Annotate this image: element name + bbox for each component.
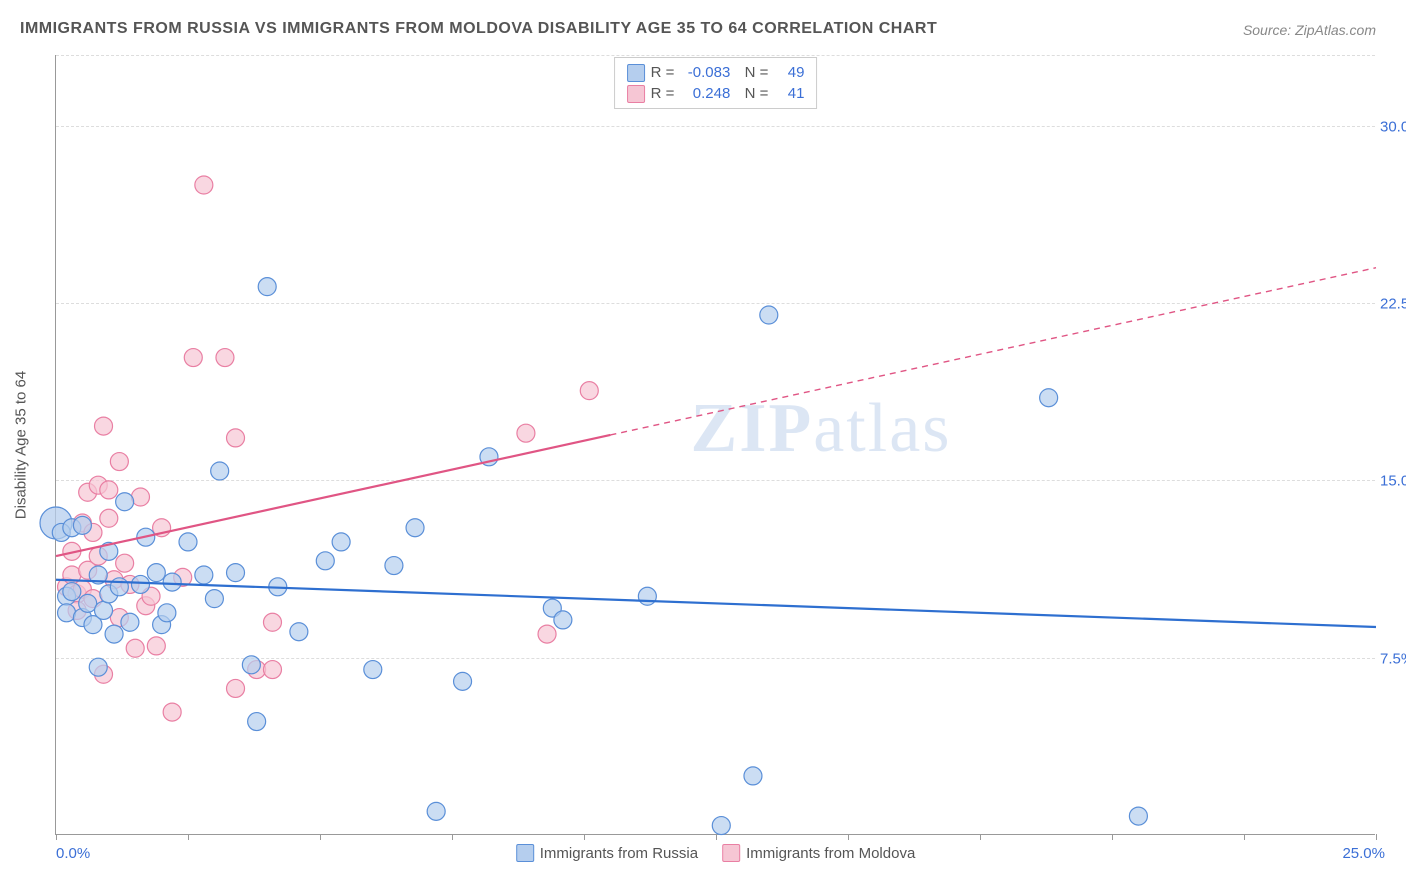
source-attribution: Source: ZipAtlas.com	[1243, 22, 1376, 38]
scatter-point	[184, 349, 202, 367]
stats-r-value: 0.248	[680, 83, 730, 104]
stats-r-label: R =	[651, 83, 675, 104]
x-tick	[848, 834, 849, 840]
x-tick	[452, 834, 453, 840]
scatter-point	[538, 625, 556, 643]
scatter-point	[263, 613, 281, 631]
scatter-point	[63, 583, 81, 601]
x-tick	[980, 834, 981, 840]
scatter-point	[116, 554, 134, 572]
scatter-point	[211, 462, 229, 480]
scatter-point	[316, 552, 334, 570]
trend-line-dashed	[610, 268, 1376, 435]
stats-n-label: N =	[736, 62, 768, 83]
plot-area: Disability Age 35 to 64 7.5%15.0%22.5%30…	[55, 55, 1375, 835]
scatter-point	[95, 601, 113, 619]
scatter-point	[110, 578, 128, 596]
scatter-point	[105, 625, 123, 643]
scatter-point	[517, 424, 535, 442]
scatter-point	[1129, 807, 1147, 825]
scatter-point	[227, 679, 245, 697]
scatter-point	[364, 661, 382, 679]
legend-swatch	[516, 844, 534, 862]
x-tick	[716, 834, 717, 840]
scatter-point	[385, 557, 403, 575]
x-tick	[188, 834, 189, 840]
scatter-point	[454, 672, 472, 690]
legend-item: Immigrants from Moldova	[722, 844, 915, 862]
scatter-point	[58, 604, 76, 622]
scatter-point	[163, 573, 181, 591]
y-axis-title: Disability Age 35 to 64	[13, 370, 30, 518]
legend-label: Immigrants from Russia	[540, 845, 698, 862]
scatter-point	[248, 713, 266, 731]
scatter-point	[760, 306, 778, 324]
legend-item: Immigrants from Russia	[516, 844, 698, 862]
scatter-point	[638, 587, 656, 605]
x-tick	[56, 834, 57, 840]
scatter-point	[1040, 389, 1058, 407]
y-tick-label: 22.5%	[1380, 296, 1406, 313]
x-tick	[1244, 834, 1245, 840]
scatter-point	[73, 516, 91, 534]
y-tick-label: 30.0%	[1380, 118, 1406, 135]
scatter-point	[158, 604, 176, 622]
scatter-point	[163, 703, 181, 721]
scatter-point	[332, 533, 350, 551]
stats-legend-row: R =-0.083 N = 49	[627, 62, 805, 83]
stats-n-label: N =	[736, 83, 768, 104]
scatter-point	[195, 176, 213, 194]
y-tick-label: 15.0%	[1380, 473, 1406, 490]
stats-n-value: 49	[774, 62, 804, 83]
scatter-point	[89, 658, 107, 676]
scatter-point	[147, 564, 165, 582]
bottom-legend: Immigrants from Russia Immigrants from Mo…	[516, 844, 916, 862]
scatter-point	[242, 656, 260, 674]
trend-line	[56, 580, 1376, 627]
y-tick-label: 7.5%	[1380, 650, 1406, 667]
x-tick	[1376, 834, 1377, 840]
stats-legend: R =-0.083 N = 49 R =0.248 N = 41	[614, 57, 818, 109]
scatter-point	[554, 611, 572, 629]
scatter-point	[116, 493, 134, 511]
x-tick	[584, 834, 585, 840]
scatter-point	[179, 533, 197, 551]
scatter-point	[110, 453, 128, 471]
scatter-point	[227, 564, 245, 582]
scatter-point	[580, 382, 598, 400]
stats-legend-row: R =0.248 N = 41	[627, 83, 805, 104]
scatter-point	[131, 575, 149, 593]
scatter-point	[95, 417, 113, 435]
chart-title: IMMIGRANTS FROM RUSSIA VS IMMIGRANTS FRO…	[20, 20, 937, 38]
scatter-point	[427, 802, 445, 820]
stats-n-value: 41	[774, 83, 804, 104]
x-axis-max-label: 25.0%	[1342, 845, 1385, 862]
scatter-point	[195, 566, 213, 584]
x-axis-min-label: 0.0%	[56, 845, 90, 862]
scatter-point	[258, 278, 276, 296]
scatter-point	[263, 661, 281, 679]
scatter-point	[100, 481, 118, 499]
stats-r-value: -0.083	[680, 62, 730, 83]
scatter-point	[121, 613, 139, 631]
stats-r-label: R =	[651, 62, 675, 83]
scatter-point	[131, 488, 149, 506]
scatter-point	[290, 623, 308, 641]
scatter-point	[205, 590, 223, 608]
chart-svg	[56, 55, 1375, 834]
x-tick	[320, 834, 321, 840]
scatter-point	[216, 349, 234, 367]
legend-swatch	[627, 64, 645, 82]
legend-swatch	[722, 844, 740, 862]
scatter-point	[744, 767, 762, 785]
scatter-point	[406, 519, 424, 537]
scatter-point	[126, 639, 144, 657]
scatter-point	[147, 637, 165, 655]
legend-label: Immigrants from Moldova	[746, 845, 915, 862]
scatter-point	[100, 509, 118, 527]
legend-swatch	[627, 85, 645, 103]
scatter-point	[227, 429, 245, 447]
scatter-point	[712, 817, 730, 835]
x-tick	[1112, 834, 1113, 840]
